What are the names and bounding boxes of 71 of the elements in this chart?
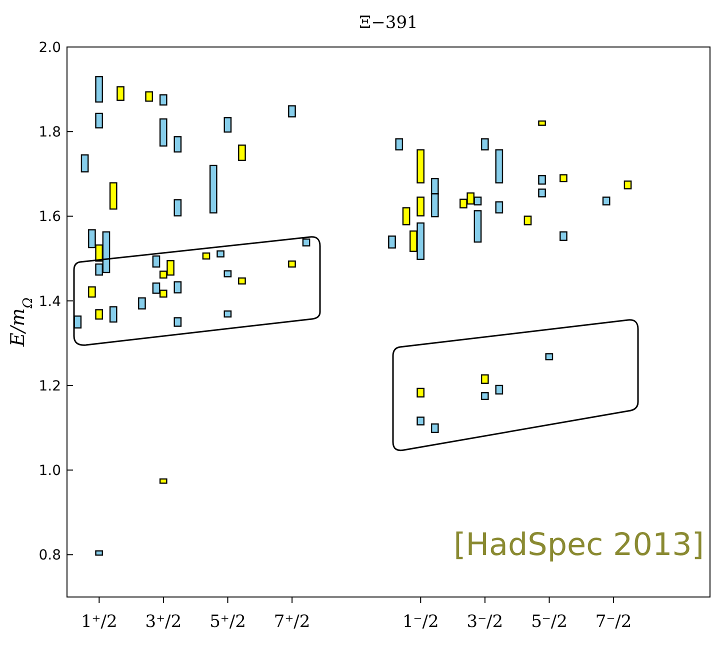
bar: [95, 112, 103, 128]
bar: [288, 260, 296, 268]
bar: [538, 175, 546, 185]
bar: [238, 144, 246, 161]
y-tick-label: 0.8: [38, 548, 61, 564]
x-tick-label: 3⁺/2: [145, 612, 182, 632]
bar: [480, 374, 489, 384]
x-tick-label: 1⁺/2: [80, 612, 118, 632]
bar: [145, 91, 154, 102]
bar: [524, 216, 532, 226]
bar: [159, 118, 168, 147]
bar: [538, 120, 546, 126]
bar: [538, 188, 546, 198]
bar: [174, 317, 182, 327]
bar: [545, 353, 554, 360]
bar: [560, 231, 568, 241]
x-tick-label: 5⁻/2: [531, 612, 568, 632]
bar: [88, 286, 96, 298]
bar: [430, 423, 439, 434]
bar: [159, 478, 168, 484]
bar: [224, 270, 232, 278]
bar: [480, 392, 489, 400]
y-tick-label: 1.2: [38, 378, 61, 394]
x-tick-label: 3⁻/2: [466, 612, 504, 632]
bar: [416, 388, 424, 398]
bar: [495, 149, 504, 184]
annotation: [HadSpec 2013]: [454, 527, 704, 563]
bar: [624, 180, 632, 190]
bar: [216, 250, 224, 258]
bar: [202, 252, 210, 260]
bar: [152, 255, 160, 268]
chart-title: Ξ−391: [359, 13, 418, 33]
bar: [302, 238, 310, 246]
bar: [288, 105, 296, 118]
x-tick-label: 5⁺/2: [210, 612, 246, 632]
y-tick-label: 1.0: [38, 463, 61, 480]
bar: [95, 550, 103, 556]
bar: [174, 199, 182, 216]
x-tick-label: 7⁺/2: [274, 612, 310, 632]
bar: [159, 94, 168, 106]
bar: [109, 306, 118, 323]
bar: [95, 309, 103, 320]
bar: [174, 136, 182, 153]
y-tick-label: 2.0: [38, 40, 61, 56]
bar: [109, 182, 118, 210]
x-tick-label: 1⁻/2: [402, 612, 439, 632]
bar: [480, 138, 489, 150]
bar: [402, 207, 410, 226]
bar: [602, 196, 610, 206]
x-tick-label: 7⁻/2: [595, 612, 632, 632]
bar: [224, 310, 232, 318]
bar: [495, 384, 504, 395]
bar: [495, 201, 504, 214]
bar: [416, 416, 424, 426]
y-tick-label: 1.6: [38, 209, 62, 226]
bar: [116, 86, 124, 101]
bar: [474, 210, 482, 243]
bar: [238, 277, 246, 285]
y-tick-label: 1.4: [38, 294, 62, 310]
bar: [560, 174, 568, 182]
bar: [224, 117, 232, 133]
bar: [138, 297, 146, 310]
bar: [174, 281, 182, 294]
y-tick-label: 1.8: [38, 124, 61, 141]
bar: [209, 164, 218, 214]
bar: [416, 196, 424, 216]
bar: [80, 154, 89, 172]
bar: [388, 236, 396, 249]
bar: [416, 149, 424, 184]
bar: [395, 138, 404, 150]
bar: [95, 76, 103, 103]
